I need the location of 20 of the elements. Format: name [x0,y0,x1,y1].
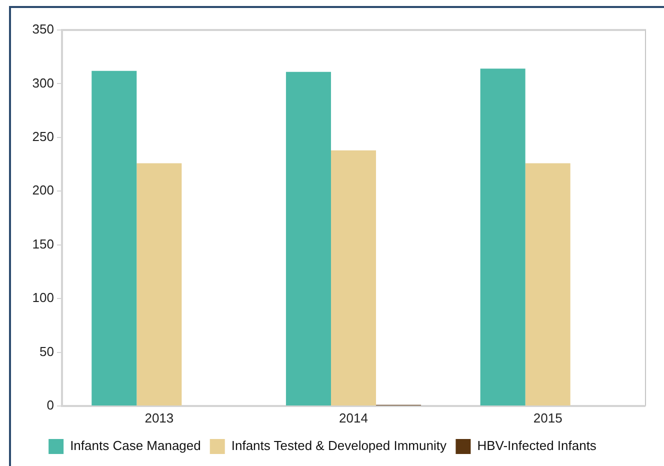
y-tick-label: 100 [32,290,54,306]
x-tick-label: 2013 [144,410,174,426]
x-tick-label: 2015 [533,410,562,426]
bar [92,70,137,406]
y-tick-label: 150 [32,236,54,252]
legend-label: Infants Tested & Developed Immunity [231,438,447,454]
x-tick-label: 2014 [339,410,368,426]
y-tick-label: 50 [40,344,54,359]
legend-label: HBV-Infected Infants [477,438,597,454]
y-tick-label: 0 [46,398,54,413]
bar [480,68,526,406]
bar [525,163,570,406]
y-tick-label: 200 [32,182,54,198]
bar [330,150,376,406]
y-tick-label: 350 [32,22,54,37]
y-tick-label: 250 [32,129,54,144]
y-tick-label: 300 [32,75,54,90]
bar [286,72,331,406]
legend-label: Infants Case Managed [70,438,201,454]
bar [136,163,182,406]
